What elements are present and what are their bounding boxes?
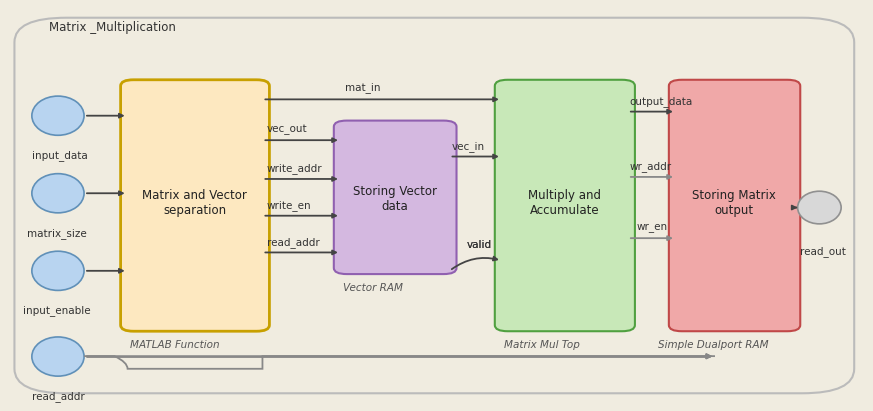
FancyBboxPatch shape: [495, 80, 635, 331]
FancyBboxPatch shape: [15, 18, 854, 393]
FancyBboxPatch shape: [669, 80, 801, 331]
Text: input_data: input_data: [31, 150, 87, 161]
Ellipse shape: [31, 96, 84, 135]
Text: valid: valid: [467, 240, 492, 250]
Text: write_addr: write_addr: [267, 163, 322, 174]
Text: write_en: write_en: [267, 200, 312, 211]
FancyBboxPatch shape: [333, 120, 457, 274]
Text: valid: valid: [467, 240, 492, 250]
Text: read_out: read_out: [801, 246, 846, 257]
Text: input_enable: input_enable: [24, 305, 91, 316]
Text: read_addr: read_addr: [31, 391, 85, 402]
Text: output_data: output_data: [629, 96, 693, 107]
Text: MATLAB Function: MATLAB Function: [130, 340, 220, 350]
Ellipse shape: [798, 191, 842, 224]
Text: Matrix _Multiplication: Matrix _Multiplication: [49, 21, 176, 34]
Text: Simple Dualport RAM: Simple Dualport RAM: [658, 340, 769, 350]
Ellipse shape: [31, 251, 84, 291]
Text: Storing Matrix
output: Storing Matrix output: [692, 189, 776, 217]
Text: Vector RAM: Vector RAM: [343, 283, 403, 293]
Text: vec_in: vec_in: [452, 141, 485, 152]
Ellipse shape: [31, 174, 84, 213]
Text: wr_en: wr_en: [636, 223, 668, 233]
Text: vec_out: vec_out: [267, 125, 307, 135]
Text: matrix_size: matrix_size: [27, 228, 87, 239]
Text: Matrix and Vector
separation: Matrix and Vector separation: [142, 189, 247, 217]
Ellipse shape: [31, 337, 84, 376]
Text: wr_addr: wr_addr: [629, 161, 672, 172]
Text: read_addr: read_addr: [267, 237, 320, 247]
Text: Matrix Mul Top: Matrix Mul Top: [505, 340, 581, 350]
FancyBboxPatch shape: [120, 80, 270, 331]
Text: Storing Vector
data: Storing Vector data: [353, 185, 436, 213]
Text: mat_in: mat_in: [345, 82, 381, 93]
Text: Multiply and
Accumulate: Multiply and Accumulate: [528, 189, 601, 217]
